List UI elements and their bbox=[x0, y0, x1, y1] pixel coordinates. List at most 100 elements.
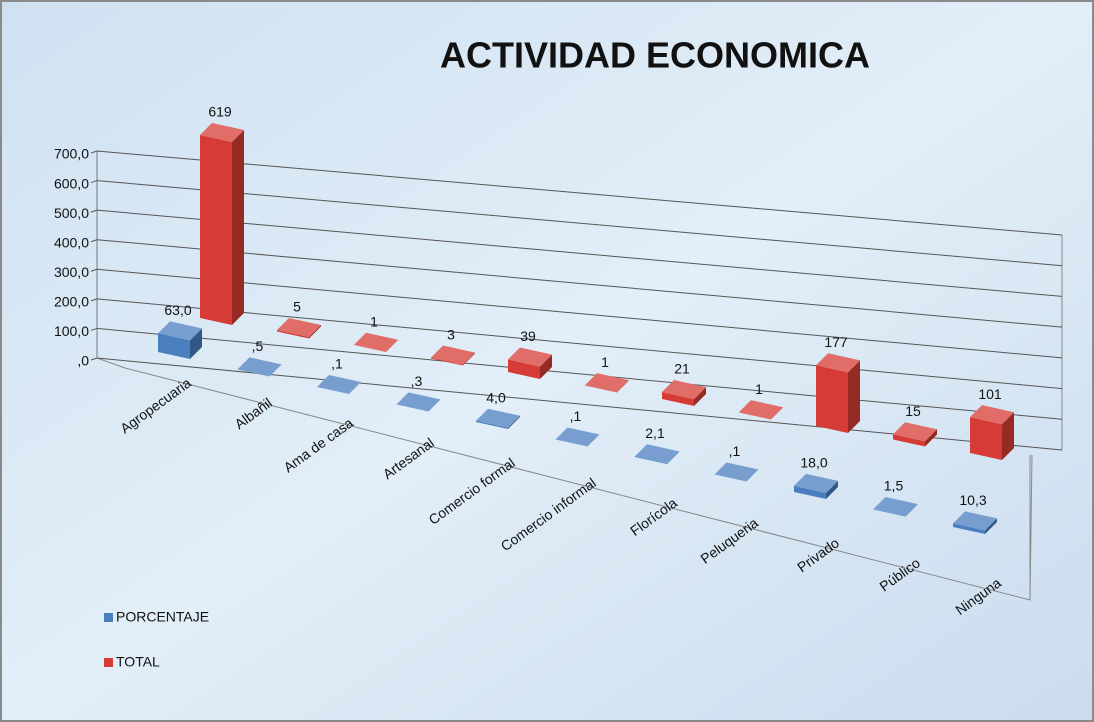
chart-title: ACTIVIDAD ECONOMICA bbox=[440, 35, 870, 76]
value-label: 1 bbox=[370, 313, 378, 329]
bar bbox=[158, 321, 202, 360]
bar-side bbox=[232, 129, 244, 326]
tick-mark bbox=[90, 268, 98, 272]
bar bbox=[794, 473, 838, 500]
bar bbox=[555, 427, 600, 447]
grid-line bbox=[96, 180, 1063, 267]
grid-line bbox=[96, 150, 1063, 236]
bar-front bbox=[277, 329, 309, 339]
bar bbox=[873, 496, 918, 517]
tick-mark bbox=[90, 327, 98, 331]
value-label: 5 bbox=[293, 299, 301, 315]
bar bbox=[953, 511, 997, 535]
legend-swatch bbox=[104, 658, 113, 667]
bar-front bbox=[200, 134, 232, 326]
bar-top bbox=[662, 380, 706, 400]
bar-front bbox=[158, 333, 190, 360]
bar-side bbox=[694, 387, 706, 407]
floor-edge bbox=[96, 357, 1033, 601]
value-label: 4,0 bbox=[486, 389, 506, 405]
bar-front bbox=[585, 385, 617, 393]
bar-side bbox=[826, 480, 838, 500]
value-label: ,3 bbox=[411, 373, 423, 389]
y-tick-label: 100,0 bbox=[54, 323, 89, 339]
bar-front bbox=[816, 365, 848, 434]
bar bbox=[354, 332, 398, 353]
tick-mark bbox=[90, 298, 98, 302]
tick-mark bbox=[90, 150, 98, 154]
y-tick-label: ,0 bbox=[77, 353, 89, 369]
value-label: 619 bbox=[208, 104, 232, 120]
bar-top bbox=[739, 400, 783, 420]
bar-side bbox=[771, 407, 783, 420]
tick-mark bbox=[90, 209, 98, 213]
grid-line bbox=[96, 268, 1063, 359]
value-label: ,1 bbox=[570, 408, 582, 424]
tick-mark bbox=[90, 180, 98, 184]
bar bbox=[237, 357, 282, 377]
bar-top bbox=[431, 345, 475, 365]
bar bbox=[396, 392, 441, 412]
bar-top bbox=[200, 122, 244, 142]
bar-top bbox=[277, 317, 321, 338]
y-tick-label: 300,0 bbox=[54, 264, 89, 280]
value-label: 63,0 bbox=[164, 302, 191, 318]
bar-side bbox=[428, 399, 441, 412]
bar-top bbox=[585, 373, 629, 393]
value-label: ,1 bbox=[331, 356, 343, 372]
bar bbox=[739, 400, 783, 420]
bar bbox=[317, 374, 361, 395]
legend-label: TOTAL bbox=[116, 654, 160, 670]
bar-top bbox=[816, 353, 860, 373]
value-label: 18,0 bbox=[800, 455, 827, 471]
bar-side bbox=[309, 325, 321, 339]
tick-mark bbox=[90, 239, 98, 243]
value-label: 1 bbox=[755, 381, 763, 397]
legend-swatch bbox=[104, 613, 113, 622]
bar-front bbox=[476, 420, 508, 430]
bar-side bbox=[905, 504, 918, 517]
bar-front bbox=[893, 434, 925, 447]
bar-front bbox=[396, 404, 429, 412]
bar-side bbox=[508, 415, 520, 430]
bar-top bbox=[317, 374, 361, 395]
value-label: 2,1 bbox=[645, 425, 665, 441]
bar bbox=[714, 462, 759, 482]
y-tick-label: 600,0 bbox=[54, 175, 89, 191]
tick-mark bbox=[90, 357, 98, 361]
bar-top bbox=[635, 444, 679, 464]
bar-front bbox=[555, 439, 588, 447]
value-label: 1 bbox=[601, 354, 609, 370]
bar-side bbox=[925, 429, 937, 447]
bar-top bbox=[953, 511, 997, 531]
bar bbox=[200, 122, 244, 326]
bar bbox=[970, 405, 1014, 461]
bar-side bbox=[540, 354, 552, 380]
bar-top bbox=[555, 427, 600, 447]
bar-top bbox=[158, 321, 202, 341]
bar-side bbox=[985, 518, 997, 535]
bar-side bbox=[1002, 412, 1014, 461]
bar-top bbox=[970, 405, 1014, 425]
bar-side bbox=[349, 382, 361, 395]
bar bbox=[476, 408, 520, 430]
bar bbox=[431, 345, 475, 366]
bar-top bbox=[354, 332, 398, 352]
grid-line bbox=[96, 298, 1063, 390]
bar-side bbox=[463, 352, 475, 366]
value-label: 3 bbox=[447, 326, 455, 342]
bar-top bbox=[794, 473, 838, 493]
bar-top bbox=[396, 392, 441, 412]
bar bbox=[635, 444, 679, 465]
bar-side bbox=[667, 451, 679, 465]
bar bbox=[893, 422, 937, 447]
bar-top bbox=[873, 496, 918, 517]
value-label: 10,3 bbox=[959, 492, 986, 508]
bar-front bbox=[970, 417, 1002, 461]
bar-side bbox=[269, 364, 282, 377]
bar-front bbox=[662, 392, 694, 407]
y-tick-label: 400,0 bbox=[54, 234, 89, 250]
bar-front bbox=[953, 523, 985, 535]
value-label: 101 bbox=[978, 386, 1002, 402]
bar-side bbox=[587, 434, 600, 447]
